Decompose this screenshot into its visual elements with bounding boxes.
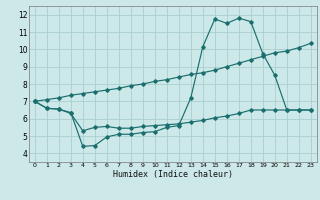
X-axis label: Humidex (Indice chaleur): Humidex (Indice chaleur) [113, 170, 233, 179]
